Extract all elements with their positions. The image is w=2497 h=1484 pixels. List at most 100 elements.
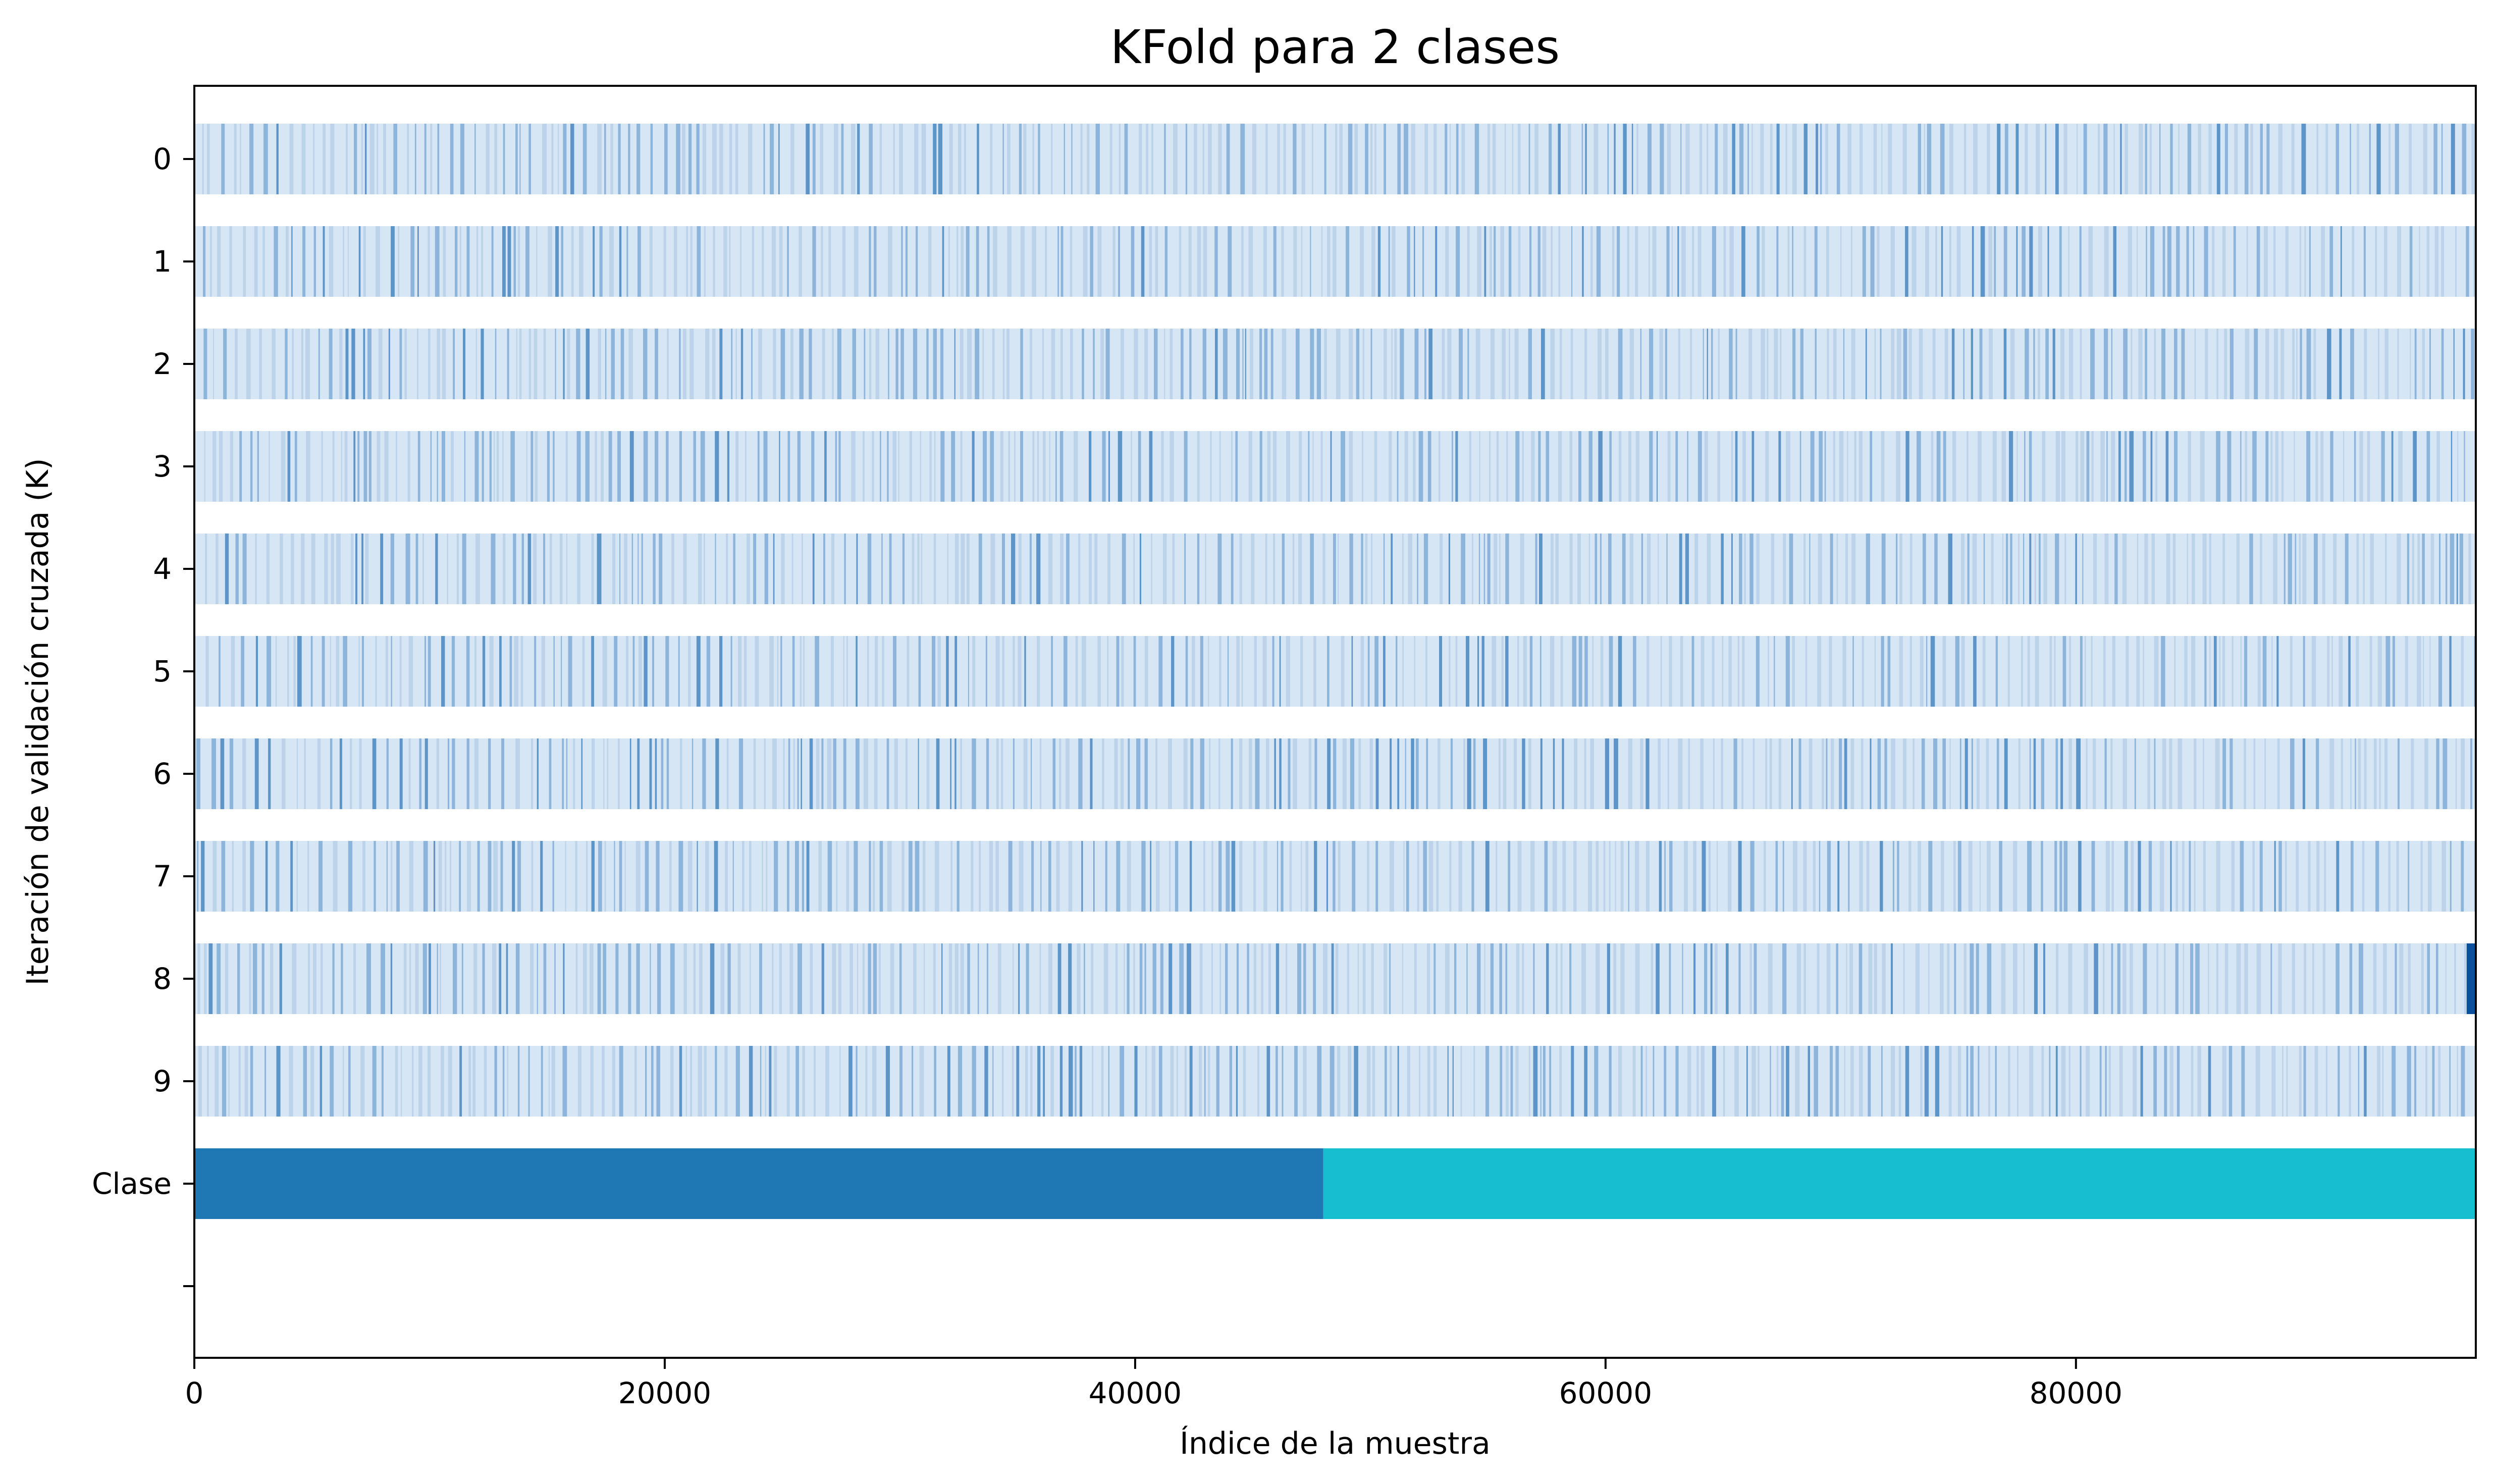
test-sample-stripe: [204, 943, 207, 1014]
test-sample-stripe: [1731, 431, 1733, 502]
test-sample-stripe: [353, 943, 356, 1014]
test-sample-stripe: [1426, 738, 1428, 809]
test-sample-stripe: [1502, 329, 1506, 399]
test-sample-stripe: [1484, 226, 1486, 297]
test-sample-stripe: [1691, 636, 1694, 707]
test-sample-stripe: [948, 943, 952, 1014]
test-sample-stripe: [1276, 1046, 1278, 1117]
test-sample-stripe: [828, 226, 831, 297]
test-sample-stripe: [899, 943, 902, 1014]
test-sample-stripe: [2214, 636, 2217, 707]
test-sample-stripe: [428, 329, 431, 399]
test-sample-stripe: [1995, 1046, 1997, 1117]
test-sample-stripe: [1188, 226, 1192, 297]
test-sample-stripe: [992, 329, 995, 399]
test-sample-stripe: [632, 636, 635, 707]
test-sample-stripe: [1891, 329, 1895, 399]
test-sample-stripe: [1499, 943, 1502, 1014]
test-sample-stripe: [2143, 636, 2144, 707]
y-tick-label: 6: [153, 757, 172, 791]
test-sample-stripe: [698, 534, 702, 604]
test-sample-stripe: [197, 841, 199, 912]
test-sample-stripe: [1568, 124, 1571, 194]
test-sample-stripe: [2056, 943, 2059, 1014]
test-sample-stripe: [1120, 738, 1124, 809]
test-sample-stripe: [1413, 431, 1416, 502]
test-sample-stripe: [960, 738, 962, 809]
test-sample-stripe: [2022, 226, 2026, 297]
test-sample-stripe: [2463, 329, 2465, 399]
test-sample-stripe: [920, 431, 922, 502]
test-sample-stripe: [1245, 329, 1246, 399]
test-sample-stripe: [854, 841, 858, 912]
test-sample-stripe: [1768, 636, 1769, 707]
test-sample-stripe: [954, 534, 959, 604]
test-sample-stripe: [865, 1046, 868, 1117]
test-sample-stripe: [1199, 1046, 1202, 1117]
test-sample-stripe: [771, 226, 776, 297]
test-sample-stripe: [1032, 431, 1035, 502]
test-sample-stripe: [301, 124, 306, 194]
test-sample-stripe: [1042, 329, 1044, 399]
test-sample-stripe: [445, 841, 447, 912]
test-sample-stripe: [2450, 534, 2455, 604]
test-sample-stripe: [2395, 943, 2397, 1014]
test-sample-stripe: [1252, 124, 1256, 194]
test-sample-stripe: [2393, 636, 2395, 707]
test-sample-stripe: [977, 124, 979, 194]
test-sample-stripe: [502, 431, 504, 502]
test-sample-stripe: [566, 738, 568, 809]
test-sample-stripe: [2174, 329, 2177, 399]
test-sample-stripe: [2375, 841, 2379, 912]
test-sample-stripe: [263, 124, 268, 194]
test-sample-stripe: [825, 1046, 829, 1117]
test-sample-stripe: [512, 841, 515, 912]
test-sample-stripe: [2446, 534, 2448, 604]
test-sample-stripe: [259, 329, 262, 399]
test-sample-stripe: [241, 636, 244, 707]
test-sample-stripe: [1023, 124, 1027, 194]
test-sample-stripe: [806, 124, 810, 194]
test-sample-stripe: [530, 431, 534, 502]
test-sample-stripe: [2219, 636, 2221, 707]
test-sample-stripe: [2335, 124, 2340, 194]
test-sample-stripe: [2150, 431, 2153, 502]
test-sample-stripe: [1968, 841, 1973, 912]
test-sample-stripe: [1375, 738, 1379, 809]
test-sample-stripe: [614, 636, 618, 707]
test-sample-stripe: [1930, 636, 1935, 707]
test-sample-stripe: [1942, 738, 1946, 809]
test-sample-stripe: [2445, 943, 2447, 1014]
test-sample-stripe: [531, 738, 534, 809]
test-sample-stripe: [738, 636, 742, 707]
test-sample-stripe: [203, 226, 206, 297]
test-sample-stripe: [1569, 431, 1573, 502]
test-sample-stripe: [763, 431, 768, 502]
test-sample-stripe: [332, 943, 335, 1014]
test-sample-stripe: [282, 738, 286, 809]
test-sample-stripe: [2329, 226, 2333, 297]
test-sample-stripe: [1337, 1046, 1341, 1117]
test-sample-stripe: [459, 1046, 462, 1117]
test-sample-stripe: [1371, 226, 1375, 297]
test-sample-stripe: [306, 431, 310, 502]
test-sample-stripe: [1105, 329, 1110, 399]
test-sample-stripe: [1767, 329, 1769, 399]
test-sample-stripe: [1560, 636, 1563, 707]
test-sample-stripe: [537, 943, 538, 1014]
test-sample-stripe: [1817, 636, 1822, 707]
test-sample-stripe: [1658, 534, 1659, 604]
test-sample-stripe: [1282, 329, 1287, 399]
test-sample-stripe: [2175, 943, 2179, 1014]
test-sample-stripe: [1471, 841, 1474, 912]
test-sample-stripe: [857, 124, 860, 194]
test-sample-stripe: [1059, 738, 1061, 809]
test-sample-stripe: [436, 738, 439, 809]
test-sample-stripe: [751, 329, 753, 399]
test-sample-stripe: [1514, 329, 1519, 399]
test-sample-stripe: [834, 124, 838, 194]
test-sample-stripe: [1516, 943, 1520, 1014]
test-sample-stripe: [1037, 636, 1040, 707]
test-sample-stripe: [1051, 329, 1055, 399]
test-sample-stripe: [2244, 943, 2248, 1014]
